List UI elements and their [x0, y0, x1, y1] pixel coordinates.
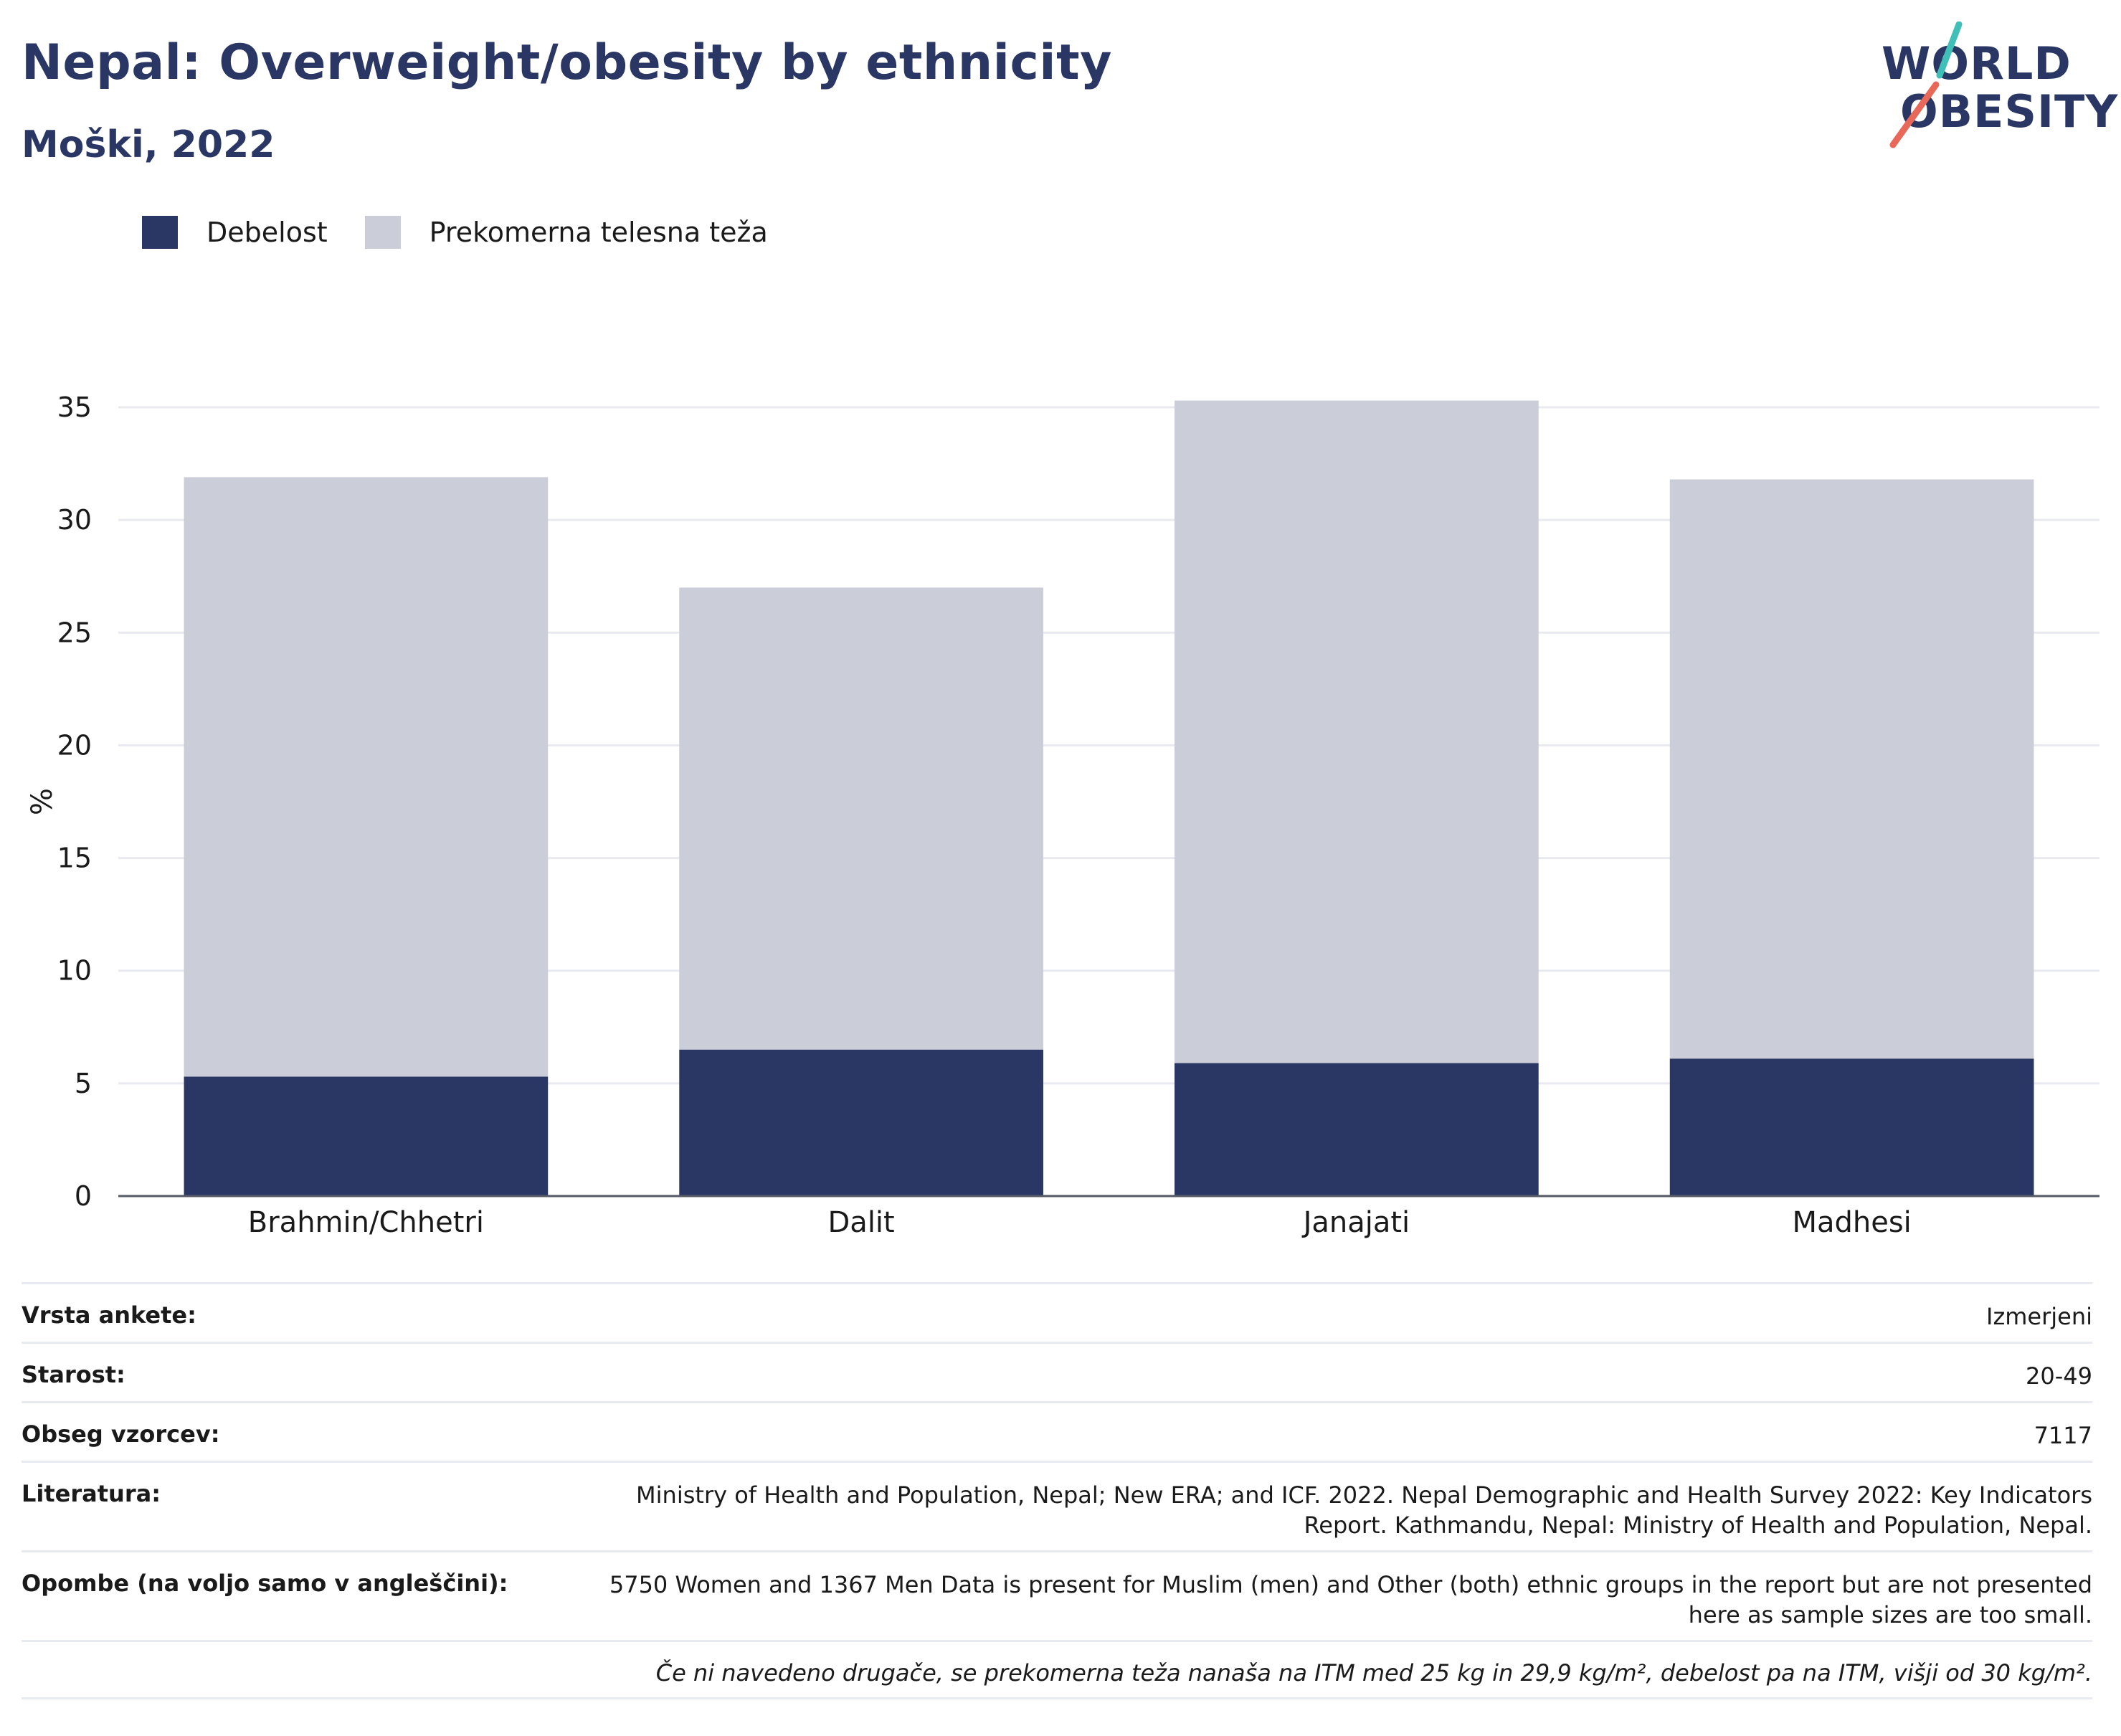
chart-subtitle: Moški, 2022 — [22, 123, 275, 166]
meta-value: 5750 Women and 1367 Men Data is present … — [609, 1571, 2092, 1628]
meta-key: Obseg vzorcev: — [22, 1420, 220, 1448]
meta-key: Literatura: — [22, 1480, 161, 1507]
meta-row-footnote: Če ni navedeno drugače, se prekomerna te… — [22, 1640, 2092, 1699]
y-tick-label: 35 — [57, 392, 92, 423]
meta-value: 20-49 — [2026, 1362, 2092, 1390]
chart-legend: Debelost Prekomerna telesna teža — [142, 214, 805, 251]
x-tick-label: Dalit — [828, 1206, 895, 1239]
meta-value: Ministry of Health and Population, Nepal… — [636, 1481, 2092, 1539]
meta-key: Opombe (na voljo samo v angleščini): — [22, 1570, 508, 1597]
logo-slash-icon — [1889, 22, 1963, 148]
meta-value: Izmerjeni — [1986, 1303, 2092, 1330]
y-tick-label: 25 — [57, 617, 92, 648]
meta-row-survey-type: Vrsta ankete: Izmerjeni — [22, 1282, 2092, 1342]
bar-obesity — [184, 1076, 549, 1196]
y-tick-label: 15 — [57, 843, 92, 874]
y-axis-label: % — [26, 788, 59, 815]
bar-overweight — [184, 477, 549, 1077]
meta-row-notes: Opombe (na voljo samo v angleščini): 575… — [22, 1550, 2092, 1640]
legend-item-overweight[interactable]: Prekomerna telesna teža — [364, 216, 768, 249]
y-tick-label: 10 — [57, 955, 92, 987]
survey-details-table: Vrsta ankete: Izmerjeni Starost: 20-49 O… — [22, 1282, 2092, 1699]
legend-item-obesity[interactable]: Debelost — [142, 216, 328, 249]
y-tick-label: 5 — [75, 1068, 92, 1099]
world-obesity-logo: WORLD OBESITY — [1871, 22, 2117, 151]
bar-obesity — [1175, 1063, 1539, 1196]
legend-label-obesity: Debelost — [207, 217, 328, 248]
y-tick-label: 30 — [57, 504, 92, 536]
bar-overweight — [1669, 479, 2034, 1059]
meta-key: Starost: — [22, 1361, 125, 1388]
meta-row-sample-size: Obseg vzorcev: 7117 — [22, 1401, 2092, 1461]
meta-value: 7117 — [2034, 1422, 2092, 1449]
x-tick-label: Janajati — [1301, 1206, 1410, 1239]
bar-overweight — [679, 587, 1043, 1050]
meta-key: Vrsta ankete: — [22, 1301, 196, 1329]
legend-swatch-overweight — [364, 216, 401, 249]
x-tick-label: Madhesi — [1792, 1206, 1911, 1239]
legend-label-overweight: Prekomerna telesna teža — [429, 217, 768, 248]
chart-title: Nepal: Overweight/obesity by ethnicity — [22, 34, 1112, 91]
y-tick-label: 20 — [57, 729, 92, 761]
bar-overweight — [1175, 400, 1539, 1063]
logo-text-obesity: OBESITY — [1900, 85, 2119, 138]
legend-swatch-obesity — [142, 216, 178, 249]
bar-obesity — [679, 1049, 1043, 1196]
x-tick-label: Brahmin/Chhetri — [248, 1206, 484, 1239]
logo-text-world: WORLD — [1882, 37, 2072, 90]
bar-obesity — [1669, 1058, 2034, 1196]
definition-footnote: Če ni navedeno drugače, se prekomerna te… — [655, 1659, 2092, 1687]
meta-row-literature: Literatura: Ministry of Health and Popul… — [22, 1461, 2092, 1550]
bar-chart: 0 5 10 15 20 25 30 35% Brahmin/Chhetri Dalit Janaj… — [26, 392, 2099, 1239]
meta-row-age: Starost: 20-49 — [22, 1342, 2092, 1401]
y-tick-label: 0 — [75, 1180, 92, 1212]
